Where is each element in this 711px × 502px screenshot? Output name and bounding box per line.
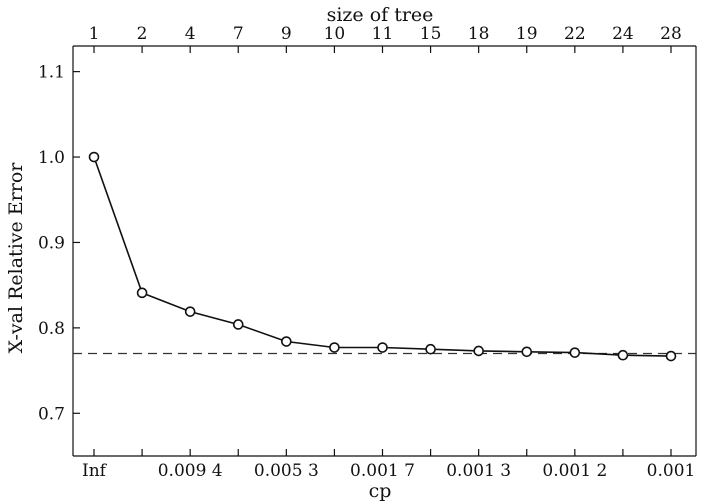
data-point bbox=[377, 342, 388, 353]
top-tick-label: 7 bbox=[233, 24, 244, 44]
data-point bbox=[521, 346, 533, 358]
plot-frame bbox=[72, 45, 697, 457]
data-point bbox=[184, 306, 196, 317]
top-tick-label: 24 bbox=[612, 24, 634, 44]
y-tick-label: 0.7 bbox=[38, 404, 65, 424]
data-point bbox=[281, 336, 292, 347]
top-axis-label: size of tree bbox=[327, 4, 434, 26]
top-tick-label: 9 bbox=[281, 24, 292, 44]
bottom-tick-label: 0.001 2 bbox=[542, 461, 607, 481]
top-tick-label: 1 bbox=[89, 24, 100, 44]
y-tick-label: 1.1 bbox=[38, 63, 65, 83]
bottom-tick-label: 0.001 3 bbox=[446, 461, 511, 481]
bottom-tick-label: Inf bbox=[82, 461, 108, 481]
y-axis: 0.7 0.8 0.9 1.0 1.1 bbox=[38, 63, 80, 424]
y-axis-label: X-val Relative Error bbox=[5, 162, 27, 354]
bottom-tick-label: 0.005 3 bbox=[254, 461, 319, 481]
error-line bbox=[93, 156, 672, 357]
data-point bbox=[329, 342, 340, 353]
y-tick-label: 0.9 bbox=[38, 233, 65, 253]
data-point bbox=[88, 151, 100, 163]
data-point bbox=[665, 350, 677, 362]
error-series bbox=[88, 151, 677, 362]
data-point bbox=[617, 349, 629, 361]
top-tick-label: 18 bbox=[468, 24, 490, 44]
bottom-tick-label: 0.009 4 bbox=[158, 461, 223, 481]
data-point bbox=[232, 319, 244, 330]
data-point bbox=[425, 343, 436, 355]
top-tick-label: 2 bbox=[137, 24, 148, 44]
top-tick-label: 11 bbox=[372, 24, 394, 44]
y-tick-label: 0.8 bbox=[38, 319, 65, 339]
top-tick-label: 10 bbox=[324, 24, 346, 44]
top-tick-label: 28 bbox=[660, 24, 682, 44]
data-point bbox=[569, 347, 581, 358]
x-axis-label: cp bbox=[369, 480, 392, 502]
data-point bbox=[473, 345, 484, 357]
bottom-tick-label: 0.001 bbox=[647, 461, 696, 481]
top-tick-label: 15 bbox=[420, 24, 442, 44]
data-point bbox=[136, 287, 148, 299]
y-tick-label: 1.0 bbox=[38, 148, 65, 168]
bottom-axis: Inf 0.009 4 0.005 3 0.001 7 0.001 3 0.001 2 0.… bbox=[82, 449, 695, 481]
top-tick-label: 4 bbox=[185, 24, 196, 44]
top-tick-label: 19 bbox=[516, 24, 538, 44]
top-tick-label: 22 bbox=[564, 24, 586, 44]
bottom-tick-label: 0.001 7 bbox=[350, 461, 415, 481]
top-axis: 1 2 4 7 9 10 11 15 18 19 22 24 28 bbox=[89, 24, 682, 53]
